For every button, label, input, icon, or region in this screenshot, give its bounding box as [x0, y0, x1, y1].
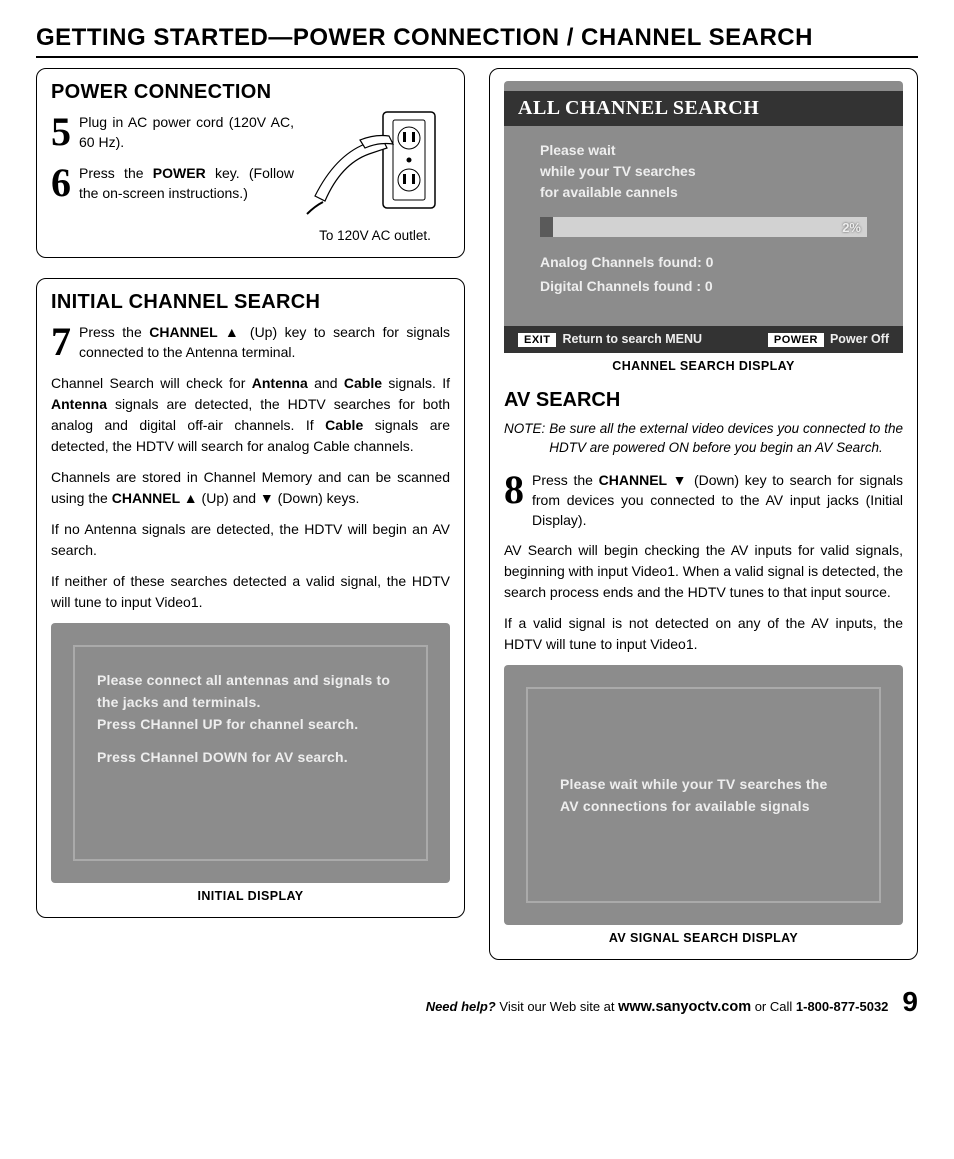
step-text: Press the CHANNEL ▼ (Down) key to search…: [532, 470, 903, 531]
step-text: Press the POWER key. (Follow the on-scre…: [79, 163, 294, 204]
initial-paragraph-2: Channels are stored in Channel Memory an…: [51, 467, 450, 509]
acs-title: ALL CHANNEL SEARCH: [504, 91, 903, 126]
page-number: 9: [902, 986, 918, 1018]
initial-display-caption: INITIAL DISPLAY: [51, 889, 450, 903]
help-line: Need help? Visit our Web site at www.san…: [426, 999, 889, 1015]
screen-line: Press CHannel DOWN for AV search.: [97, 746, 404, 768]
av-paragraph-1: AV Search will begin checking the AV inp…: [504, 540, 903, 603]
step-number: 5: [51, 112, 71, 153]
step-7: 7 Press the CHANNEL ▲ (Up) key to search…: [51, 322, 450, 363]
initial-paragraph-4: If neither of these searches detected a …: [51, 571, 450, 613]
step-number: 7: [51, 322, 71, 363]
power-key-badge: POWER: [768, 333, 824, 347]
channel-search-caption: CHANNEL SEARCH DISPLAY: [504, 359, 903, 373]
initial-paragraph-3: If no Antenna signals are detected, the …: [51, 519, 450, 561]
screen-line: Please wait while your TV searches the A…: [550, 773, 857, 818]
initial-display-screen: Please connect all antennas and signals …: [51, 623, 450, 883]
acs-power: POWERPower Off: [768, 332, 889, 347]
progress-percent: 2%: [842, 217, 861, 237]
av-heading: AV SEARCH: [504, 389, 903, 412]
acs-msg-line: while your TV searches: [540, 161, 867, 182]
acs-msg-line: Please wait: [540, 140, 867, 161]
av-display-caption: AV SIGNAL SEARCH DISPLAY: [504, 931, 903, 945]
step-8: 8 Press the CHANNEL ▼ (Down) key to sear…: [504, 470, 903, 531]
step-number: 8: [504, 470, 524, 531]
acs-found-digital: Digital Channels found : 0: [540, 275, 867, 297]
initial-paragraph-1: Channel Search will check for Antenna an…: [51, 373, 450, 457]
acs-footer: EXITReturn to search MENU POWERPower Off: [504, 326, 903, 353]
av-paragraph-2: If a valid signal is not detected on any…: [504, 613, 903, 655]
step-6: 6 Press the POWER key. (Follow the on-sc…: [51, 163, 294, 204]
outlet-caption: To 120V AC outlet.: [300, 228, 450, 243]
page-footer: Need help? Visit our Web site at www.san…: [36, 986, 918, 1018]
initial-channel-search-box: INITIAL CHANNEL SEARCH 7 Press the CHANN…: [36, 278, 465, 918]
step-number: 6: [51, 163, 71, 204]
right-column-box: ALL CHANNEL SEARCH Please wait while you…: [489, 68, 918, 960]
note-label: NOTE:: [504, 420, 545, 458]
progress-bar-fill: [540, 217, 553, 237]
step-5: 5 Plug in AC power cord (120V AC, 60 Hz)…: [51, 112, 294, 153]
av-display-screen: Please wait while your TV searches the A…: [504, 665, 903, 925]
page-title: GETTING STARTED—POWER CONNECTION / CHANN…: [36, 24, 918, 58]
step-text: Plug in AC power cord (120V AC, 60 Hz).: [79, 112, 294, 153]
screen-line: Please connect all antennas and signals …: [97, 669, 404, 714]
power-heading: POWER CONNECTION: [51, 81, 450, 104]
power-connection-box: POWER CONNECTION To 120V AC outlet.: [36, 68, 465, 258]
outlet-illustration: To 120V AC outlet.: [300, 106, 450, 243]
step-text: Press the CHANNEL ▲ (Up) key to search f…: [79, 322, 450, 363]
channel-search-display-screen: ALL CHANNEL SEARCH Please wait while you…: [504, 81, 903, 353]
progress-bar: 2%: [540, 217, 867, 237]
av-note: NOTE: Be sure all the external video dev…: [504, 420, 903, 458]
screen-line: Press CHannel UP for channel search.: [97, 713, 404, 735]
note-body: Be sure all the external video devices y…: [549, 420, 903, 458]
exit-key-badge: EXIT: [518, 333, 556, 347]
wall-outlet-icon: [305, 106, 445, 226]
acs-found-analog: Analog Channels found: 0: [540, 251, 867, 273]
acs-msg-line: for available cannels: [540, 182, 867, 203]
two-column-layout: POWER CONNECTION To 120V AC outlet.: [36, 68, 918, 980]
right-column: ALL CHANNEL SEARCH Please wait while you…: [489, 68, 918, 980]
acs-exit: EXITReturn to search MENU: [518, 332, 702, 347]
initial-heading: INITIAL CHANNEL SEARCH: [51, 291, 450, 314]
left-column: POWER CONNECTION To 120V AC outlet.: [36, 68, 465, 980]
